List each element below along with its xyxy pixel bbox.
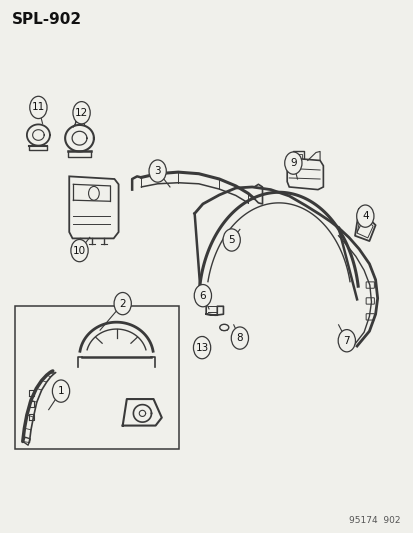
Circle shape [356,205,373,227]
Text: 2: 2 [119,298,126,309]
Circle shape [284,152,301,174]
Circle shape [71,239,88,262]
Text: SPL-902: SPL-902 [12,12,82,27]
Text: 6: 6 [199,290,206,301]
Text: 7: 7 [343,336,349,346]
Circle shape [231,327,248,349]
Circle shape [52,380,69,402]
Text: 8: 8 [236,333,242,343]
Text: 11: 11 [32,102,45,112]
Circle shape [337,329,355,352]
Text: 4: 4 [361,211,368,221]
Text: 3: 3 [154,166,161,176]
Circle shape [30,96,47,118]
Text: 13: 13 [195,343,208,353]
Text: 5: 5 [228,235,235,245]
Text: 12: 12 [75,108,88,118]
Circle shape [73,102,90,124]
Circle shape [149,160,166,182]
Text: 9: 9 [290,158,296,168]
Circle shape [223,229,240,251]
Text: 1: 1 [57,386,64,396]
Text: 95174  902: 95174 902 [348,516,399,525]
Circle shape [194,285,211,307]
Circle shape [193,336,210,359]
Text: 10: 10 [73,246,86,256]
Circle shape [114,293,131,315]
